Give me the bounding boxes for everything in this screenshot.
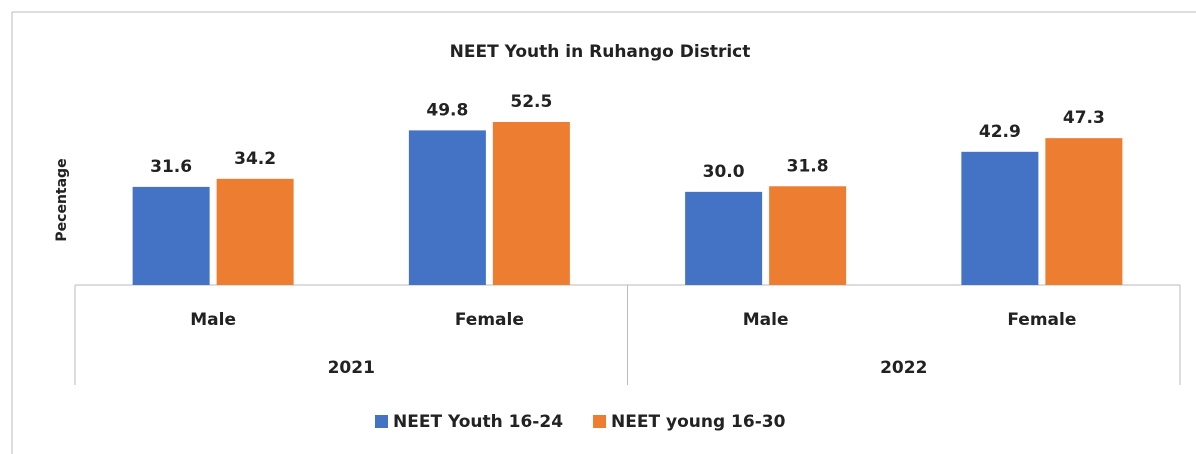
data-label: 34.2 — [234, 149, 276, 169]
group-label: 2022 — [880, 358, 927, 378]
bar — [685, 191, 763, 285]
data-label: 31.8 — [787, 156, 829, 176]
legend-label: NEET young 16-30 — [611, 412, 786, 432]
bar — [492, 122, 570, 285]
data-label: 31.6 — [150, 157, 192, 177]
legend-label: NEET Youth 16-24 — [393, 412, 563, 432]
bar — [961, 151, 1039, 285]
chart-title: NEET Youth in Ruhango District — [450, 42, 751, 62]
bar — [216, 178, 294, 285]
bar — [769, 186, 847, 285]
data-label: 52.5 — [510, 92, 552, 112]
data-label: 30.0 — [703, 162, 745, 182]
data-label: 49.8 — [426, 100, 468, 120]
bar — [408, 130, 486, 285]
bar — [1045, 138, 1123, 285]
x-tick-label: Male — [190, 310, 236, 330]
x-tick-label: Female — [1007, 310, 1076, 330]
data-label: 42.9 — [979, 122, 1021, 142]
legend-swatch — [375, 415, 388, 428]
group-label: 2021 — [328, 358, 375, 378]
bar — [132, 186, 210, 285]
x-tick-label: Female — [455, 310, 524, 330]
x-tick-label: Male — [743, 310, 789, 330]
data-label: 47.3 — [1063, 108, 1105, 128]
legend-swatch — [593, 415, 607, 428]
y-axis-label: Pecentage — [54, 158, 70, 241]
